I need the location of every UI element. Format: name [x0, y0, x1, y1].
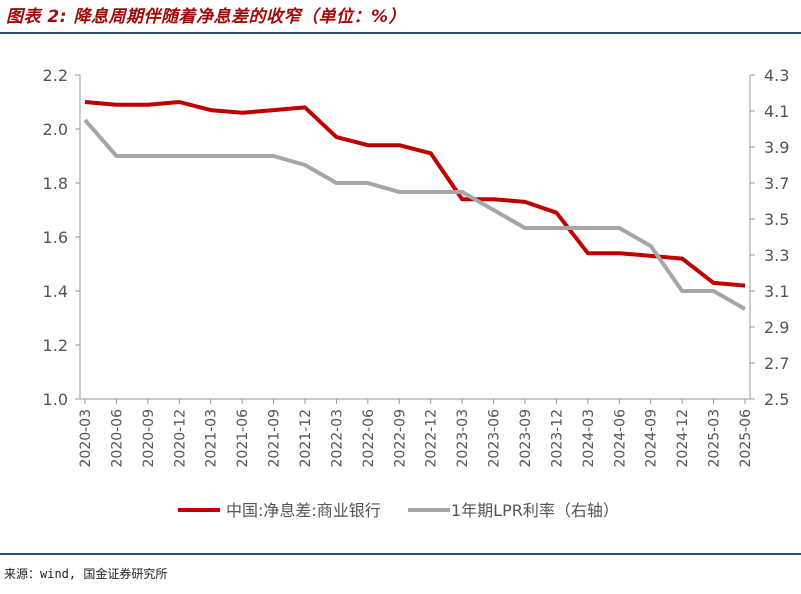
x-tick-label: 2024-09: [644, 409, 660, 468]
x-tick-label: 2020-03: [78, 409, 94, 468]
source-note: 来源：wind, 国金证券研究所: [4, 567, 168, 581]
x-tick-label: 2025-06: [738, 409, 754, 468]
x-tick-label: 2022-06: [361, 409, 377, 468]
right-tick-label: 3.9: [764, 138, 789, 157]
right-tick-label: 3.3: [764, 246, 789, 265]
right-tick-label: 3.5: [764, 210, 789, 229]
left-tick-label: 1.4: [43, 282, 68, 301]
x-tick-label: 2020-09: [141, 409, 157, 468]
x-tick-label: 2022-09: [392, 409, 408, 468]
x-tick-label: 2021-06: [235, 409, 251, 468]
right-tick-label: 2.9: [764, 318, 789, 337]
left-tick-label: 2.0: [43, 120, 68, 139]
series-line-1: [84, 100, 746, 288]
x-tick-label: 2021-09: [267, 409, 283, 468]
left-tick-label: 2.2: [43, 66, 68, 85]
left-tick-label: 1.6: [43, 228, 68, 247]
right-tick-label: 2.5: [764, 390, 789, 409]
x-tick-label: 2023-12: [549, 409, 565, 468]
x-tick-label: 2022-12: [424, 409, 440, 468]
right-tick-label: 4.3: [764, 66, 789, 85]
left-tick-label: 1.2: [43, 336, 68, 355]
left-tick-label: 1.8: [43, 174, 68, 193]
series-line-2: [83, 118, 746, 311]
x-tick-label: 2021-03: [204, 409, 220, 468]
x-tick-label: 2023-06: [487, 409, 503, 468]
right-tick-label: 3.1: [764, 282, 789, 301]
x-tick-label: 2023-09: [518, 409, 534, 468]
right-axis: 2.5 2.7 2.9 3.1 3.3 3.5 3.7 3.9 4.1 4.3: [749, 66, 789, 409]
right-tick-label: 3.7: [764, 174, 789, 193]
footer-rule: [0, 553, 801, 555]
left-tick-label: 1.0: [43, 390, 68, 409]
left-axis: 1.0 1.2 1.4 1.6 1.8 2.0 2.2: [43, 66, 81, 409]
legend-label-2: 1年期LPR利率（右轴）: [451, 501, 619, 520]
x-tick-label: 2020-12: [172, 409, 188, 468]
right-tick-label: 2.7: [764, 354, 789, 373]
x-tick-label: 2020-06: [109, 409, 125, 468]
header-rule: [0, 32, 801, 34]
legend-label-1: 中国:净息差:商业银行: [226, 501, 381, 520]
x-tick-label: 2021-12: [298, 409, 314, 468]
x-tick-label: 2023-03: [455, 409, 471, 468]
x-tick-label: 2024-12: [675, 409, 691, 468]
chart: 1.0 1.2 1.4 1.6 1.8 2.0 2.2 2.5 2.7 2.9 3.1 3.3 3.5…: [43, 66, 790, 520]
figure-title: 图表 2: 降息周期伴随着净息差的收窄（单位：%）: [6, 7, 406, 27]
right-tick-label: 4.1: [764, 102, 789, 121]
x-tick-label: 2025-03: [707, 409, 723, 468]
x-axis: 2020-03 2020-06 2020-09 2020-12 2021-03 2021-…: [78, 398, 754, 468]
legend: 中国:净息差:商业银行 1年期LPR利率（右轴）: [178, 501, 619, 520]
x-tick-label: 2024-06: [612, 409, 628, 468]
x-tick-label: 2022-03: [329, 409, 345, 468]
x-tick-label: 2024-03: [581, 409, 597, 468]
